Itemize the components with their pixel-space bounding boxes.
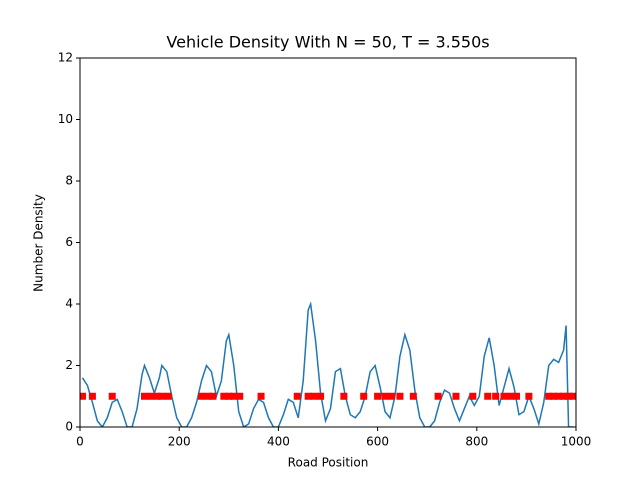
vehicle-marker — [236, 392, 244, 400]
vehicle-marker — [153, 392, 161, 400]
x-tick-label: 600 — [366, 435, 389, 449]
vehicle-marker — [146, 392, 154, 400]
vehicle-marker — [565, 392, 573, 400]
vehicle-marker — [360, 392, 368, 400]
vehicle-marker — [409, 392, 417, 400]
vehicle-marker — [310, 392, 318, 400]
vehicle-marker — [88, 392, 96, 400]
vehicle-marker — [80, 392, 86, 400]
vehicle-marker — [550, 392, 558, 400]
vehicle-marker — [452, 392, 460, 400]
y-tick-label: 4 — [65, 297, 73, 311]
vehicle-marker — [560, 392, 568, 400]
vehicle-marker — [158, 392, 166, 400]
density-line — [81, 301, 574, 427]
vehicle-marker — [512, 392, 520, 400]
y-tick-label: 8 — [65, 174, 73, 188]
vehicle-marker — [507, 392, 515, 400]
vehicle-marker — [304, 392, 312, 400]
chart-title: Vehicle Density With N = 50, T = 3.550s — [166, 33, 489, 52]
vehicle-marker — [108, 392, 116, 400]
vehicle-marker — [555, 392, 563, 400]
vehicle-marker — [164, 392, 172, 400]
y-tick-label: 12 — [58, 51, 73, 65]
y-tick-label: 0 — [65, 420, 73, 434]
vehicle-marker — [434, 392, 442, 400]
y-tick-label: 6 — [65, 235, 73, 249]
vehicle-marker — [198, 392, 206, 400]
x-tick-label: 0 — [76, 435, 84, 449]
vehicle-marker — [500, 392, 508, 400]
vehicle-marker — [317, 392, 325, 400]
vehicle-marker — [396, 392, 404, 400]
y-tick-label: 2 — [65, 358, 73, 372]
vehicle-marker — [374, 392, 382, 400]
x-tick-label: 200 — [168, 435, 191, 449]
plot-frame — [79, 57, 577, 428]
vehicle-marker — [204, 392, 212, 400]
vehicle-marker — [209, 392, 217, 400]
vehicle-marker — [340, 392, 348, 400]
vehicle-marker — [570, 392, 576, 400]
vehicle-marker — [293, 392, 301, 400]
vehicle-marker — [387, 392, 395, 400]
vehicle-marker — [257, 392, 265, 400]
vehicle-marker — [492, 392, 500, 400]
vehicle-marker — [225, 392, 233, 400]
vehicle-marker — [220, 392, 228, 400]
y-axis-label: Number Density — [32, 194, 46, 292]
y-tick-label: 10 — [58, 112, 73, 126]
x-tick-label: 1000 — [561, 435, 592, 449]
vehicle-marker — [525, 392, 533, 400]
x-tick-label: 400 — [267, 435, 290, 449]
x-tick-label: 800 — [465, 435, 488, 449]
x-axis-label: Road Position — [288, 456, 369, 470]
vehicle-marker — [230, 392, 238, 400]
vehicle-marker — [484, 392, 492, 400]
vehicle-marker — [140, 392, 148, 400]
vehicle-marker — [469, 392, 477, 400]
vehicle-marker — [545, 392, 553, 400]
vehicle-marker — [381, 392, 389, 400]
